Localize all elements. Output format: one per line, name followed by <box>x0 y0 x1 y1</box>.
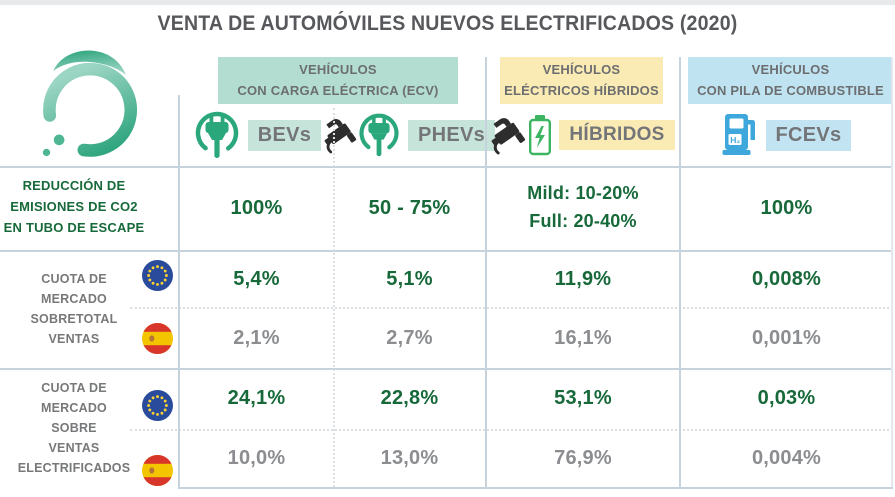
spain-flag-icon <box>142 323 173 354</box>
value-share-total-es-hybrid: 16,1% <box>554 326 612 349</box>
value-co2-fcev: 100% <box>760 196 813 219</box>
column-header-phevs: PHEVs <box>324 106 496 164</box>
grid-line-vertical <box>891 57 893 487</box>
column-header-fcevs: H₂ FCEVs <box>680 106 893 164</box>
row-label-share-total-sales: CUOTA DE MERCADO SOBRETOTAL VENTAS <box>30 272 118 346</box>
hydrogen-pump-icon: H₂ <box>722 112 760 158</box>
row-label-share-electrified-sales: CUOTA DE MERCADO SOBRE VENTAS ELECTRIFIC… <box>17 381 131 475</box>
value-share-electrified-eu-phev: 22,8% <box>380 387 439 409</box>
charging-plug-icon <box>192 108 242 162</box>
spain-flag-icon <box>142 455 173 486</box>
value-share-electrified-es-fcev: 0,004% <box>751 447 822 469</box>
column-label-fcevs: FCEVs <box>765 119 852 151</box>
grid-line-vertical <box>679 57 681 487</box>
grid-line-horizontal <box>0 368 893 370</box>
value-share-electrified-es-hybrid: 76,9% <box>554 447 612 469</box>
eu-flag-icon <box>142 390 173 421</box>
fuel-nozzle-icon <box>324 110 358 160</box>
value-co2-bev: 100% <box>230 196 283 219</box>
grid-line-horizontal <box>0 250 893 252</box>
top-divider <box>0 0 895 5</box>
brand-logo-icon <box>30 42 156 166</box>
value-share-electrified-eu-bev: 24,1% <box>227 387 286 409</box>
value-share-total-es-bev: 2,1% <box>233 326 280 349</box>
column-label-phevs: PHEVs <box>407 119 496 151</box>
grid-line-dotted-horizontal <box>130 429 893 431</box>
battery-icon <box>527 114 553 156</box>
column-label-bevs: BEVs <box>247 119 322 151</box>
column-label-hibridos: HÍBRIDOS <box>559 120 675 150</box>
grid-line-vertical <box>485 57 487 487</box>
grid-line-horizontal <box>178 487 893 489</box>
value-share-electrified-eu-hybrid: 53,1% <box>554 387 612 409</box>
grid-line-horizontal <box>0 166 893 168</box>
value-share-total-eu-phev: 5,1% <box>386 268 433 290</box>
value-share-total-es-phev: 2,7% <box>386 326 433 349</box>
value-share-electrified-es-bev: 10,0% <box>227 447 286 469</box>
grid-line-dotted-vertical <box>333 108 335 487</box>
value-share-total-es-fcev: 0,001% <box>751 326 822 349</box>
value-co2-hybrid: Mild: 10-20% Full: 20-40% <box>527 183 639 231</box>
page-title: VENTA DE AUTOMÓVILES NUEVOS ELECTRIFICAD… <box>157 12 738 35</box>
value-share-total-eu-fcev: 0,008% <box>751 268 822 290</box>
header-group-hybrid: VEHÍCULOS ELÉCTRICOS HÍBRIDOS <box>500 57 663 104</box>
svg-text:H₂: H₂ <box>730 135 740 145</box>
value-share-electrified-es-phev: 13,0% <box>380 447 439 469</box>
header-group-fuel-cell: VEHÍCULOS CON PILA DE COMBUSTIBLE <box>688 57 893 104</box>
value-share-total-eu-bev: 5,4% <box>233 268 280 290</box>
row-label-co2-reduction: REDUCCIÓN DE EMISIONES DE CO2 EN TUBO DE… <box>3 178 145 235</box>
value-share-total-eu-hybrid: 11,9% <box>554 268 612 290</box>
grid-line-vertical <box>178 95 180 487</box>
eu-flag-icon <box>142 260 173 291</box>
grid-line-dotted-horizontal <box>130 307 893 309</box>
column-header-bevs: BEVs <box>180 106 333 164</box>
fuel-nozzle-icon <box>491 109 527 161</box>
charging-plug-icon <box>356 110 402 160</box>
column-header-hibridos: HÍBRIDOS <box>486 106 680 164</box>
header-group-ecv: VEHÍCULOS CON CARGA ELÉCTRICA (ECV) <box>218 57 458 104</box>
value-share-electrified-eu-fcev: 0,03% <box>757 387 816 409</box>
value-co2-phev: 50 - 75% <box>368 196 451 219</box>
